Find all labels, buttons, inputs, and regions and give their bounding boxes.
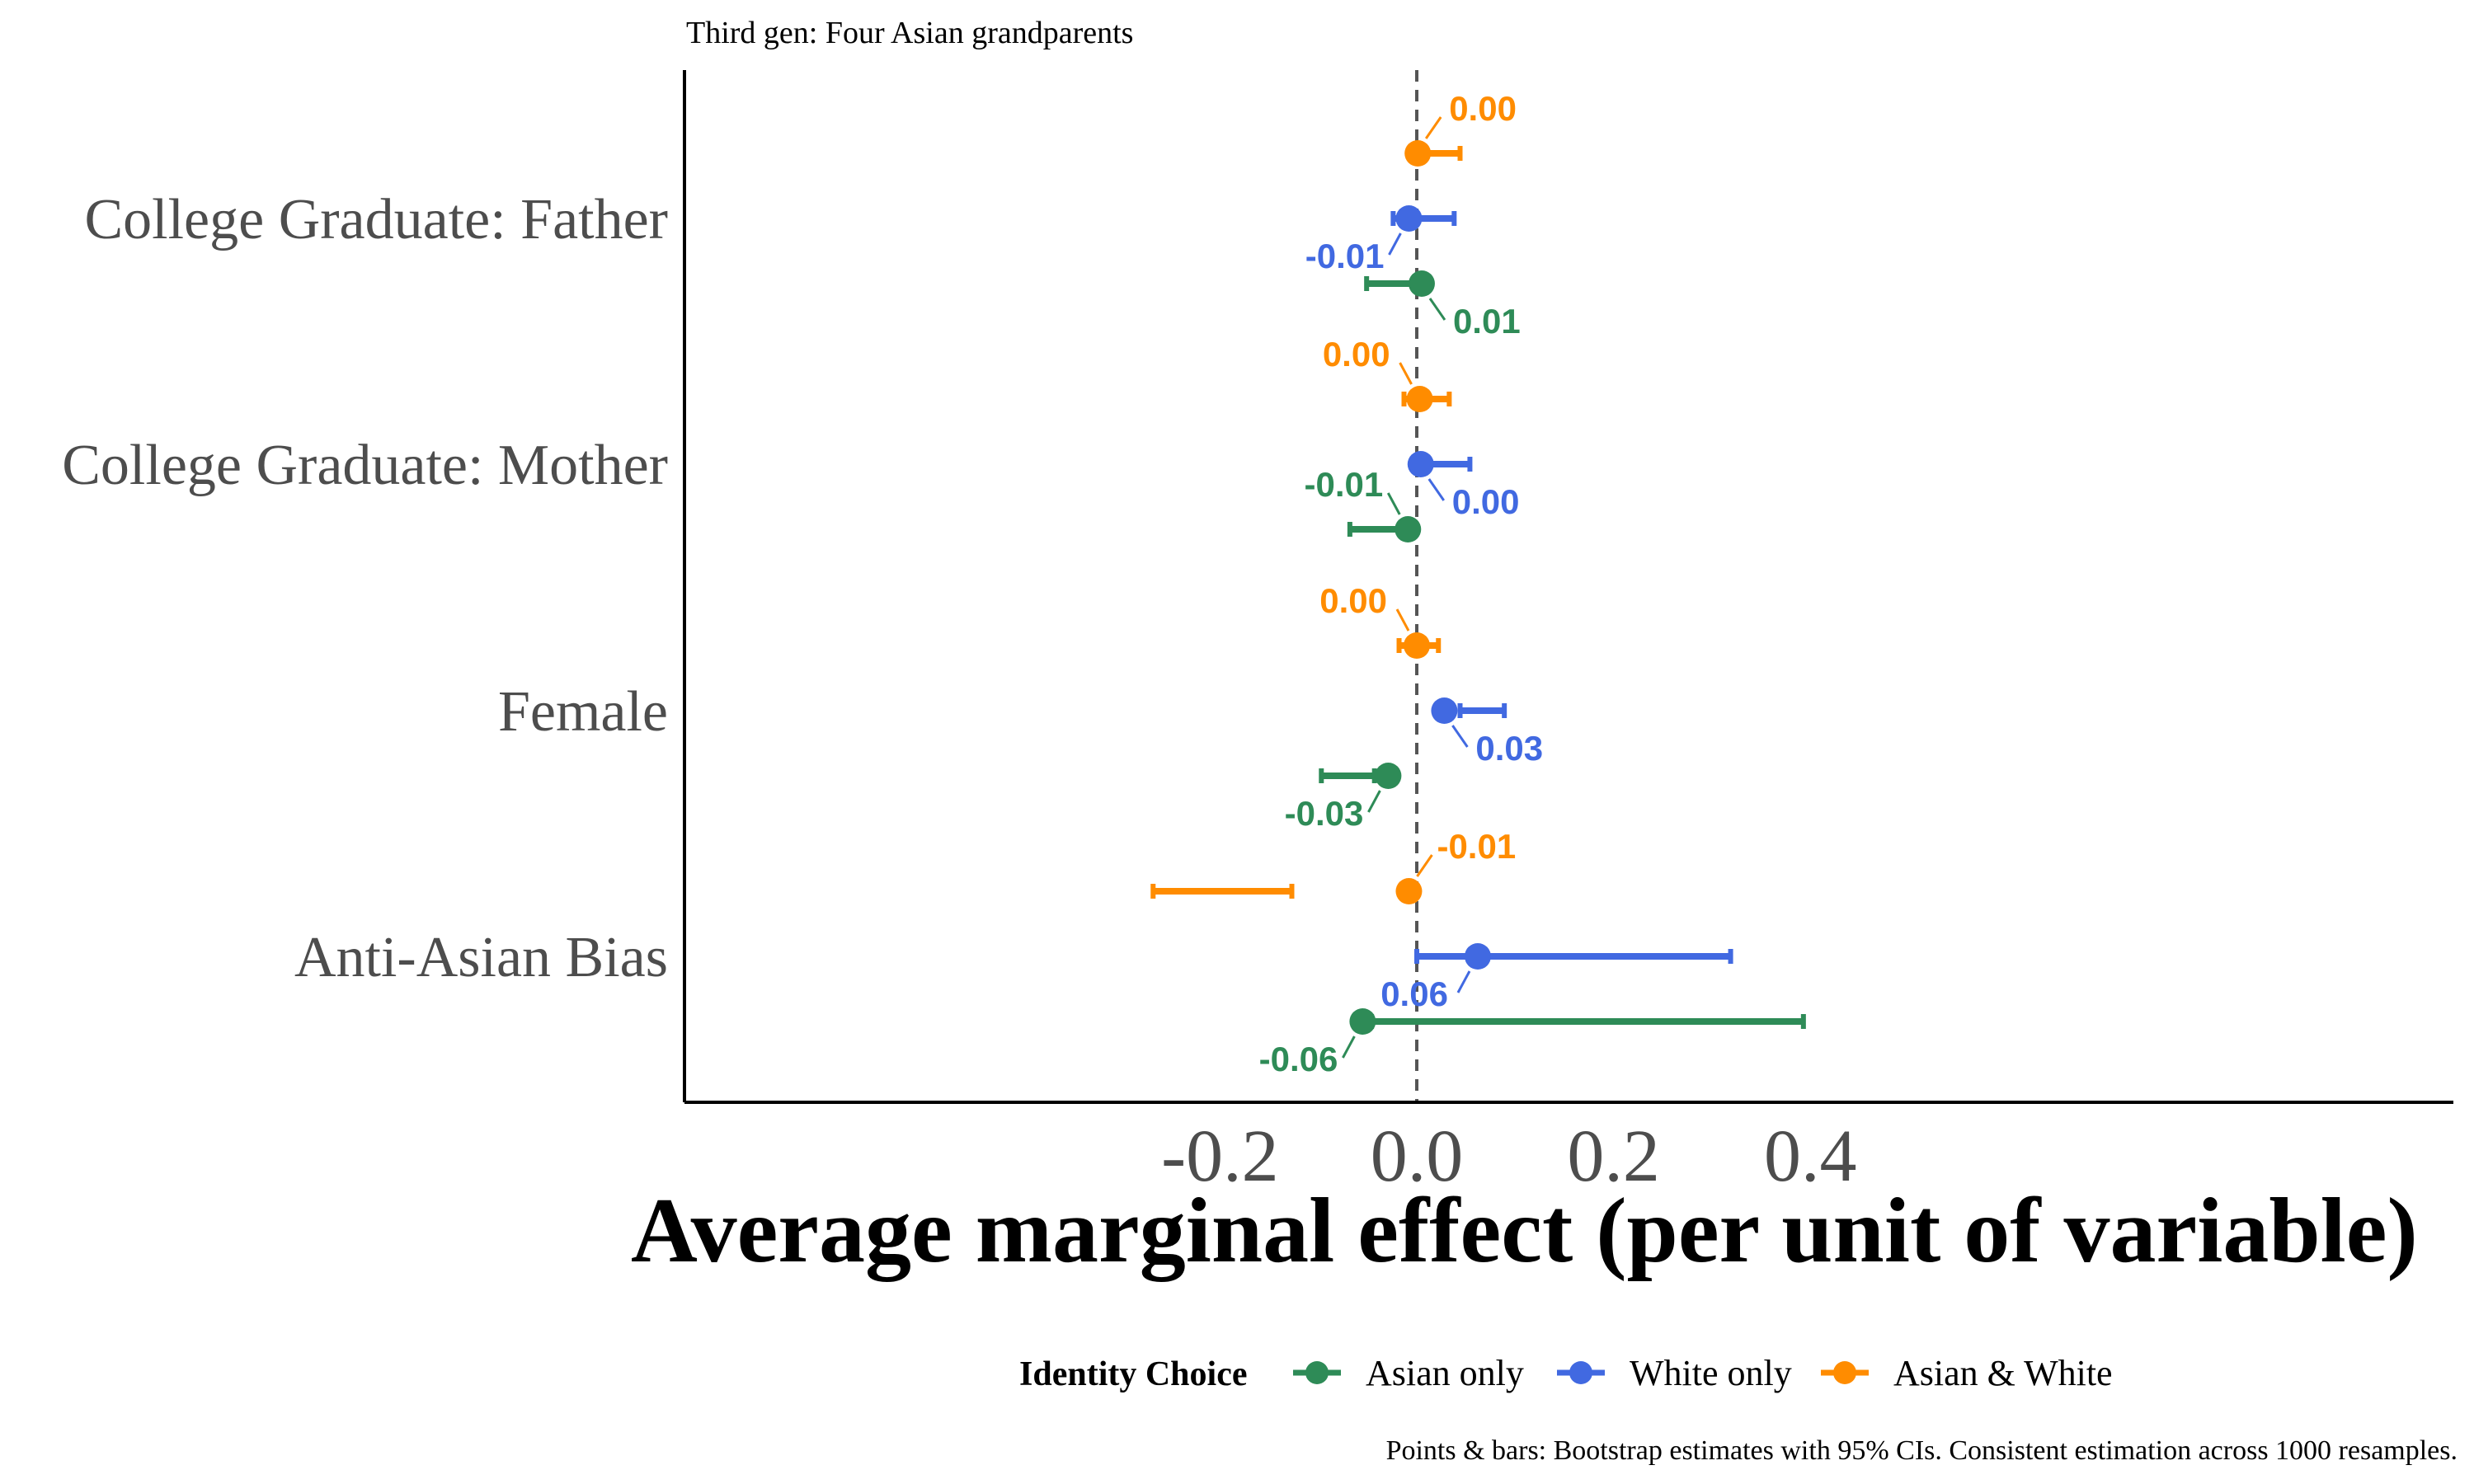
x-tick-label: 0.4	[1764, 1115, 1857, 1197]
data-label: 0.00	[1452, 482, 1520, 521]
data-label: -0.01	[1437, 827, 1516, 866]
y-tick-label: Female	[498, 680, 668, 744]
label-leader	[1424, 116, 1442, 139]
estimate-point	[1349, 1008, 1376, 1035]
label-leader	[1416, 854, 1433, 877]
data-label: 0.06	[1380, 974, 1448, 1013]
data-label: 0.01	[1453, 302, 1521, 340]
x-axis-label: Average marginal effect (per unit of var…	[631, 1180, 2418, 1282]
label-leader	[1367, 790, 1381, 813]
label-leader	[1399, 362, 1413, 385]
label-leader	[1388, 232, 1402, 256]
legend-item: White only	[1557, 1353, 1792, 1393]
legend-label: Asian & White	[1893, 1353, 2113, 1393]
x-tick-label: -0.2	[1161, 1115, 1278, 1197]
estimate-point	[1375, 763, 1402, 789]
label-leader	[1427, 478, 1446, 501]
estimate-point	[1395, 516, 1422, 542]
label-leader	[1428, 298, 1446, 321]
estimate-point	[1408, 270, 1435, 297]
legend-label: White only	[1630, 1353, 1792, 1393]
estimate-point	[1464, 943, 1491, 970]
label-leader	[1342, 1036, 1356, 1059]
label-leader	[1395, 608, 1410, 632]
y-tick-label: Anti-Asian Bias	[294, 926, 668, 989]
data-label: -0.03	[1285, 794, 1364, 833]
series-asian-white: 0.00 0.00 0.00 -0.01	[1150, 89, 1517, 904]
series-white-only: -0.01 0.00 0.03 0.06	[1305, 205, 1733, 1013]
chart-subtitle: Third gen: Four Asian grandparents	[686, 16, 1133, 50]
label-leader	[1386, 492, 1401, 515]
data-label: 0.00	[1323, 335, 1390, 373]
legend-label: Asian only	[1366, 1353, 1524, 1393]
estimate-point	[1404, 140, 1432, 167]
estimate-point	[1431, 697, 1458, 724]
series-asian-only: 0.01 -0.01 -0.03 -0.06	[1259, 270, 1806, 1078]
data-label: 0.03	[1475, 729, 1543, 768]
plot-area: 0.01 -0.01 -0.03 -0.06 -0.01 0.00 0.03 0.06 0.00…	[1150, 70, 1806, 1102]
legend: Identity Choice Asian only White only Asia…	[1019, 1353, 2113, 1393]
legend-key-point	[1569, 1361, 1592, 1384]
estimate-point	[1404, 632, 1430, 659]
label-leader	[1451, 725, 1469, 748]
legend-key-point	[1305, 1361, 1329, 1384]
data-label: 0.00	[1449, 89, 1517, 128]
y-tick-label: College Graduate: Father	[84, 188, 668, 251]
data-label: -0.06	[1259, 1040, 1338, 1078]
estimate-point	[1395, 878, 1423, 904]
legend-item: Asian only	[1293, 1353, 1524, 1393]
estimate-point	[1406, 386, 1433, 412]
estimate-point	[1395, 205, 1423, 232]
legend-title: Identity Choice	[1019, 1355, 1248, 1393]
data-label: -0.01	[1305, 465, 1384, 504]
y-tick-label: College Graduate: Mother	[62, 434, 668, 497]
data-label: 0.00	[1319, 581, 1387, 620]
x-tick-label: 0.0	[1371, 1115, 1464, 1197]
data-label: -0.01	[1305, 237, 1385, 275]
x-tick-label: 0.2	[1567, 1115, 1660, 1197]
estimate-point	[1407, 451, 1434, 477]
legend-item: Asian & White	[1821, 1353, 2113, 1393]
y-axis: College Graduate: Father College Graduate…	[62, 70, 686, 1102]
label-leader	[1456, 970, 1471, 993]
legend-key-point	[1833, 1361, 1856, 1384]
x-axis: -0.2 0.0 0.2 0.4	[684, 1101, 2453, 1197]
chart-caption: Points & bars: Bootstrap estimates with …	[1386, 1435, 2458, 1466]
